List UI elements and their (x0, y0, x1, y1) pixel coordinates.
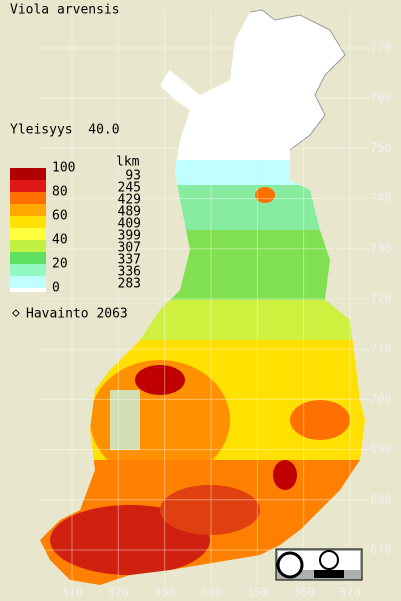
y-tick-label: 730 (370, 241, 392, 255)
y-tick-label: 700 (370, 392, 392, 406)
scale-label: 80 (52, 185, 68, 200)
x-tick-label: 350 (246, 586, 268, 600)
y-tick-label: 720 (370, 292, 392, 306)
count: 489 (118, 205, 141, 220)
legend: 100 80 60 40 20 0 lkm9324542948940939930733733… (10, 155, 141, 296)
y-tick-label: 710 (370, 342, 392, 356)
legend-swatch (10, 288, 46, 292)
grid: 310 320 330 340 350 360 370 670 680 690 700 710 720 7… (40, 10, 392, 600)
count: 409 (118, 217, 141, 232)
y-tick-label: 670 (370, 543, 392, 557)
x-tick-label: 330 (154, 586, 176, 600)
y-tick-label: 690 (370, 442, 392, 456)
legend-swatch (10, 192, 46, 204)
scale-label: 20 (52, 257, 68, 272)
legend-swatch (10, 228, 46, 240)
title: Viola arvensis (10, 3, 120, 18)
frequency: Yleisyys 40.0 (10, 123, 120, 138)
legend-swatch (10, 180, 46, 192)
count: 307 (118, 241, 141, 256)
count: 93 (125, 169, 141, 184)
count: 399 (118, 229, 141, 244)
scale-label: 0 (52, 281, 60, 296)
legend-swatch (10, 252, 46, 264)
scale-label: 60 (52, 209, 68, 224)
x-tick-label: 340 (200, 586, 222, 600)
legend-swatch (10, 276, 46, 288)
legend-swatch (10, 264, 46, 276)
scale-label: 40 (52, 233, 68, 248)
y-tick-label: 680 (370, 492, 392, 506)
x-tick-label: 370 (339, 586, 361, 600)
observations: Havainto 2063 (26, 307, 128, 322)
count: 245 (118, 181, 141, 196)
legend-swatch (10, 216, 46, 228)
x-tick-label: 320 (107, 586, 129, 600)
legend-swatch (10, 204, 46, 216)
cc-badge (275, 548, 363, 581)
y-tick-label: 760 (370, 91, 392, 105)
count-header: lkm (116, 155, 140, 170)
scale-label: 100 (52, 161, 75, 176)
observation-marker: ◇ (12, 306, 20, 321)
count: 336 (118, 265, 141, 280)
count: 337 (118, 253, 141, 268)
legend-swatch (10, 240, 46, 252)
y-tick-label: 740 (370, 191, 392, 205)
count: 283 (118, 277, 141, 292)
legend-swatch (10, 168, 46, 180)
x-tick-label: 310 (61, 586, 83, 600)
y-tick-label: 750 (370, 141, 392, 155)
y-tick-label: 770 (370, 41, 392, 55)
x-tick-label: 360 (293, 586, 315, 600)
border (249, 9, 346, 151)
count: 429 (118, 193, 141, 208)
